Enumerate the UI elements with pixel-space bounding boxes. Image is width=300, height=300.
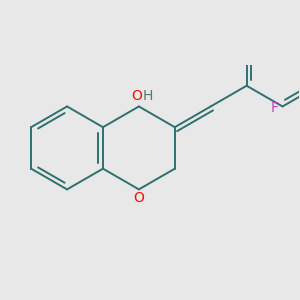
Text: F: F: [270, 101, 278, 115]
Text: O: O: [131, 89, 142, 103]
Text: O: O: [134, 191, 144, 205]
Text: H: H: [142, 89, 153, 103]
